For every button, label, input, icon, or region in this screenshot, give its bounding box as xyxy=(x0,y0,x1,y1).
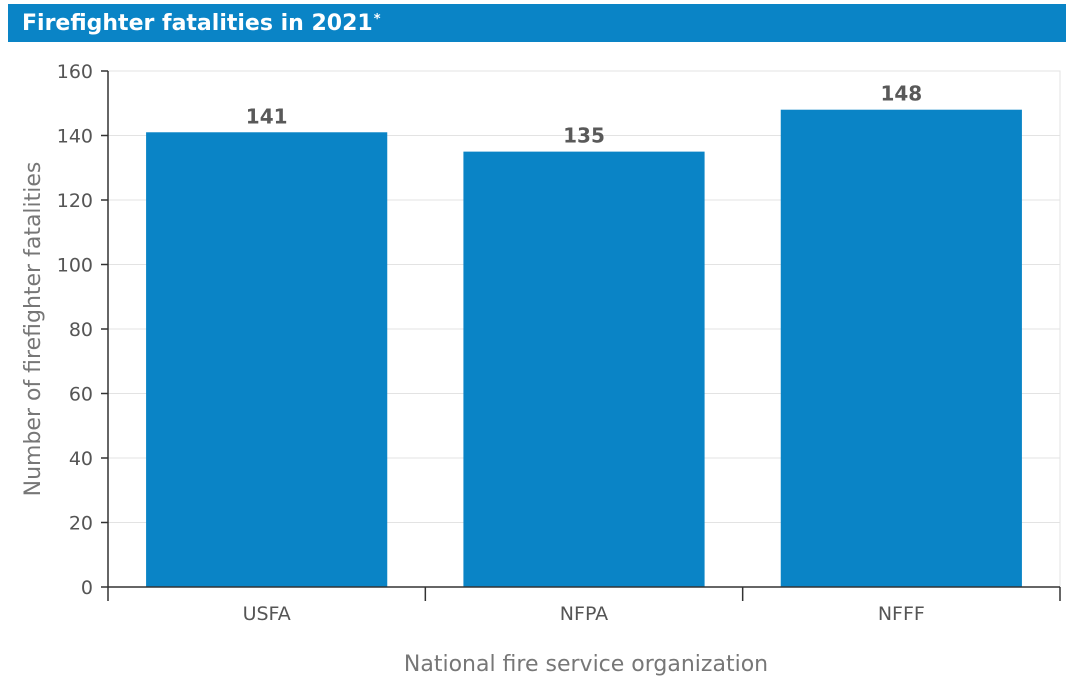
x-tick-label-nfpa: NFPA xyxy=(560,603,608,625)
bars xyxy=(146,109,1022,587)
x-tick-label-usfa: USFA xyxy=(243,603,291,625)
y-tick-label: 120 xyxy=(57,190,93,212)
x-tick-label-nfff: NFFF xyxy=(878,603,925,625)
y-tick-label: 20 xyxy=(69,513,93,535)
y-tick-label: 60 xyxy=(69,384,93,406)
chart-title-note-marker: * xyxy=(373,11,381,27)
data-labels: 141 135 148 xyxy=(246,82,922,148)
bar-nfpa xyxy=(463,151,705,587)
y-tick-label: 140 xyxy=(57,126,93,148)
chart-title: Firefighter fatalities in 2021 xyxy=(22,10,373,36)
y-tick-label: 160 xyxy=(57,61,93,83)
x-axis: USFA NFPA NFFF xyxy=(107,586,1061,625)
chart-title-bar: Firefighter fatalities in 2021 * xyxy=(8,4,1066,42)
x-axis-title: National fire service organization xyxy=(404,652,768,677)
y-axis-ticks: 0 20 40 60 80 100 120 140 160 xyxy=(57,61,108,599)
data-label-nfff: 148 xyxy=(880,82,922,106)
bar-nfff xyxy=(780,109,1022,587)
y-tick-label: 40 xyxy=(69,448,93,470)
y-tick-label: 80 xyxy=(69,319,93,341)
y-axis-title: Number of firefighter fatalities xyxy=(21,162,46,497)
data-label-usfa: 141 xyxy=(246,104,288,128)
y-tick-label: 0 xyxy=(81,577,93,599)
y-tick-label: 100 xyxy=(57,255,93,277)
data-label-nfpa: 135 xyxy=(563,124,605,148)
bar-usfa xyxy=(146,132,388,587)
